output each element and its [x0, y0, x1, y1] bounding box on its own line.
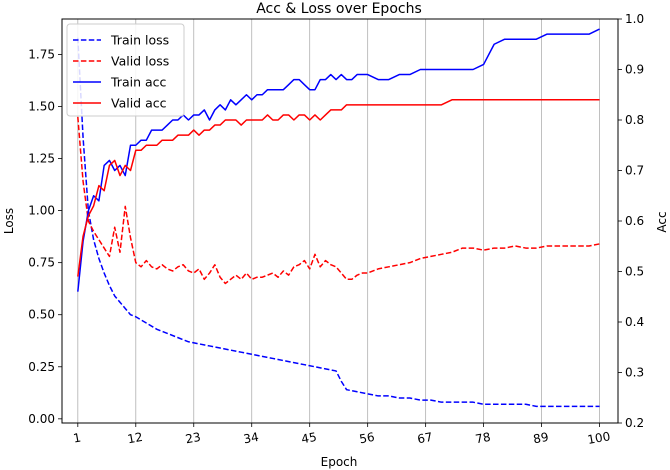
chart-title: Acc & Loss over Epochs — [256, 1, 422, 17]
right-y-axis-ticks: 0.2 0.3 0.4 0.5 0.6 0.7 0.8 0.9 1.0 — [618, 12, 644, 430]
right-y-tick-label: 0.5 — [625, 265, 644, 279]
legend-label: Train acc — [110, 75, 166, 90]
legend: Train loss Valid loss Train acc Valid acc — [66, 23, 185, 117]
left-y-tick-label: 0.00 — [28, 412, 55, 426]
series-lines — [77, 28, 600, 408]
legend-box — [66, 23, 185, 117]
series-line-valid-acc — [77, 99, 600, 277]
x-tick-label: 78 — [474, 430, 491, 446]
right-y-tick-label: 0.3 — [625, 366, 644, 380]
x-tick-label: 100 — [586, 429, 611, 447]
x-tick-label: 89 — [532, 430, 549, 446]
left-y-axis-label: Loss — [2, 208, 16, 234]
right-y-tick-label: 0.9 — [625, 63, 644, 77]
left-y-tick-label: 1.00 — [28, 204, 55, 218]
x-tick-label: 23 — [184, 430, 201, 446]
legend-label: Train loss — [110, 33, 169, 48]
x-tick-label: 56 — [358, 430, 375, 446]
right-y-tick-label: 0.4 — [625, 315, 644, 329]
legend-items: Train loss Valid loss Train acc Valid acc — [73, 33, 169, 111]
left-y-axis-ticks: 0.00 0.25 0.50 0.75 1.00 1.25 1.50 1.75 — [28, 47, 62, 426]
right-y-tick-label: 0.7 — [625, 164, 644, 178]
left-y-tick-label: 1.75 — [28, 47, 55, 61]
series-line-train-acc — [77, 28, 600, 292]
legend-label: Valid loss — [111, 54, 169, 69]
left-y-tick-label: 1.25 — [28, 152, 55, 166]
right-y-axis-label: Acc — [655, 211, 669, 232]
x-tick-label: 67 — [416, 430, 433, 446]
left-y-tick-label: 0.50 — [28, 308, 55, 322]
x-axis-label: Epoch — [321, 455, 358, 469]
right-y-tick-label: 0.2 — [625, 416, 644, 430]
right-y-tick-label: 1.0 — [625, 12, 644, 26]
x-tick-label: 34 — [242, 430, 259, 446]
right-y-tick-label: 0.8 — [625, 113, 644, 127]
left-y-tick-label: 0.75 — [28, 256, 55, 270]
grid-lines — [77, 19, 600, 423]
x-tick-label: 45 — [300, 430, 317, 446]
left-y-tick-label: 0.25 — [28, 360, 55, 374]
x-tick-label: 1 — [72, 431, 82, 446]
left-y-tick-label: 1.50 — [28, 99, 55, 113]
right-y-tick-label: 0.6 — [625, 214, 644, 228]
legend-label: Valid acc — [111, 96, 167, 111]
series-line-valid-loss — [77, 116, 600, 285]
x-axis-ticks: 1 12 23 34 45 56 67 78 89 100 — [72, 423, 611, 447]
x-tick-label: 12 — [126, 430, 143, 446]
series-line-train-loss — [77, 37, 600, 408]
